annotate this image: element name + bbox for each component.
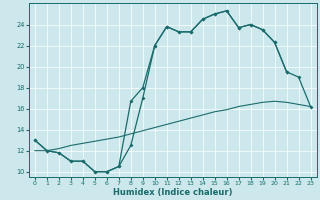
X-axis label: Humidex (Indice chaleur): Humidex (Indice chaleur) — [113, 188, 233, 197]
